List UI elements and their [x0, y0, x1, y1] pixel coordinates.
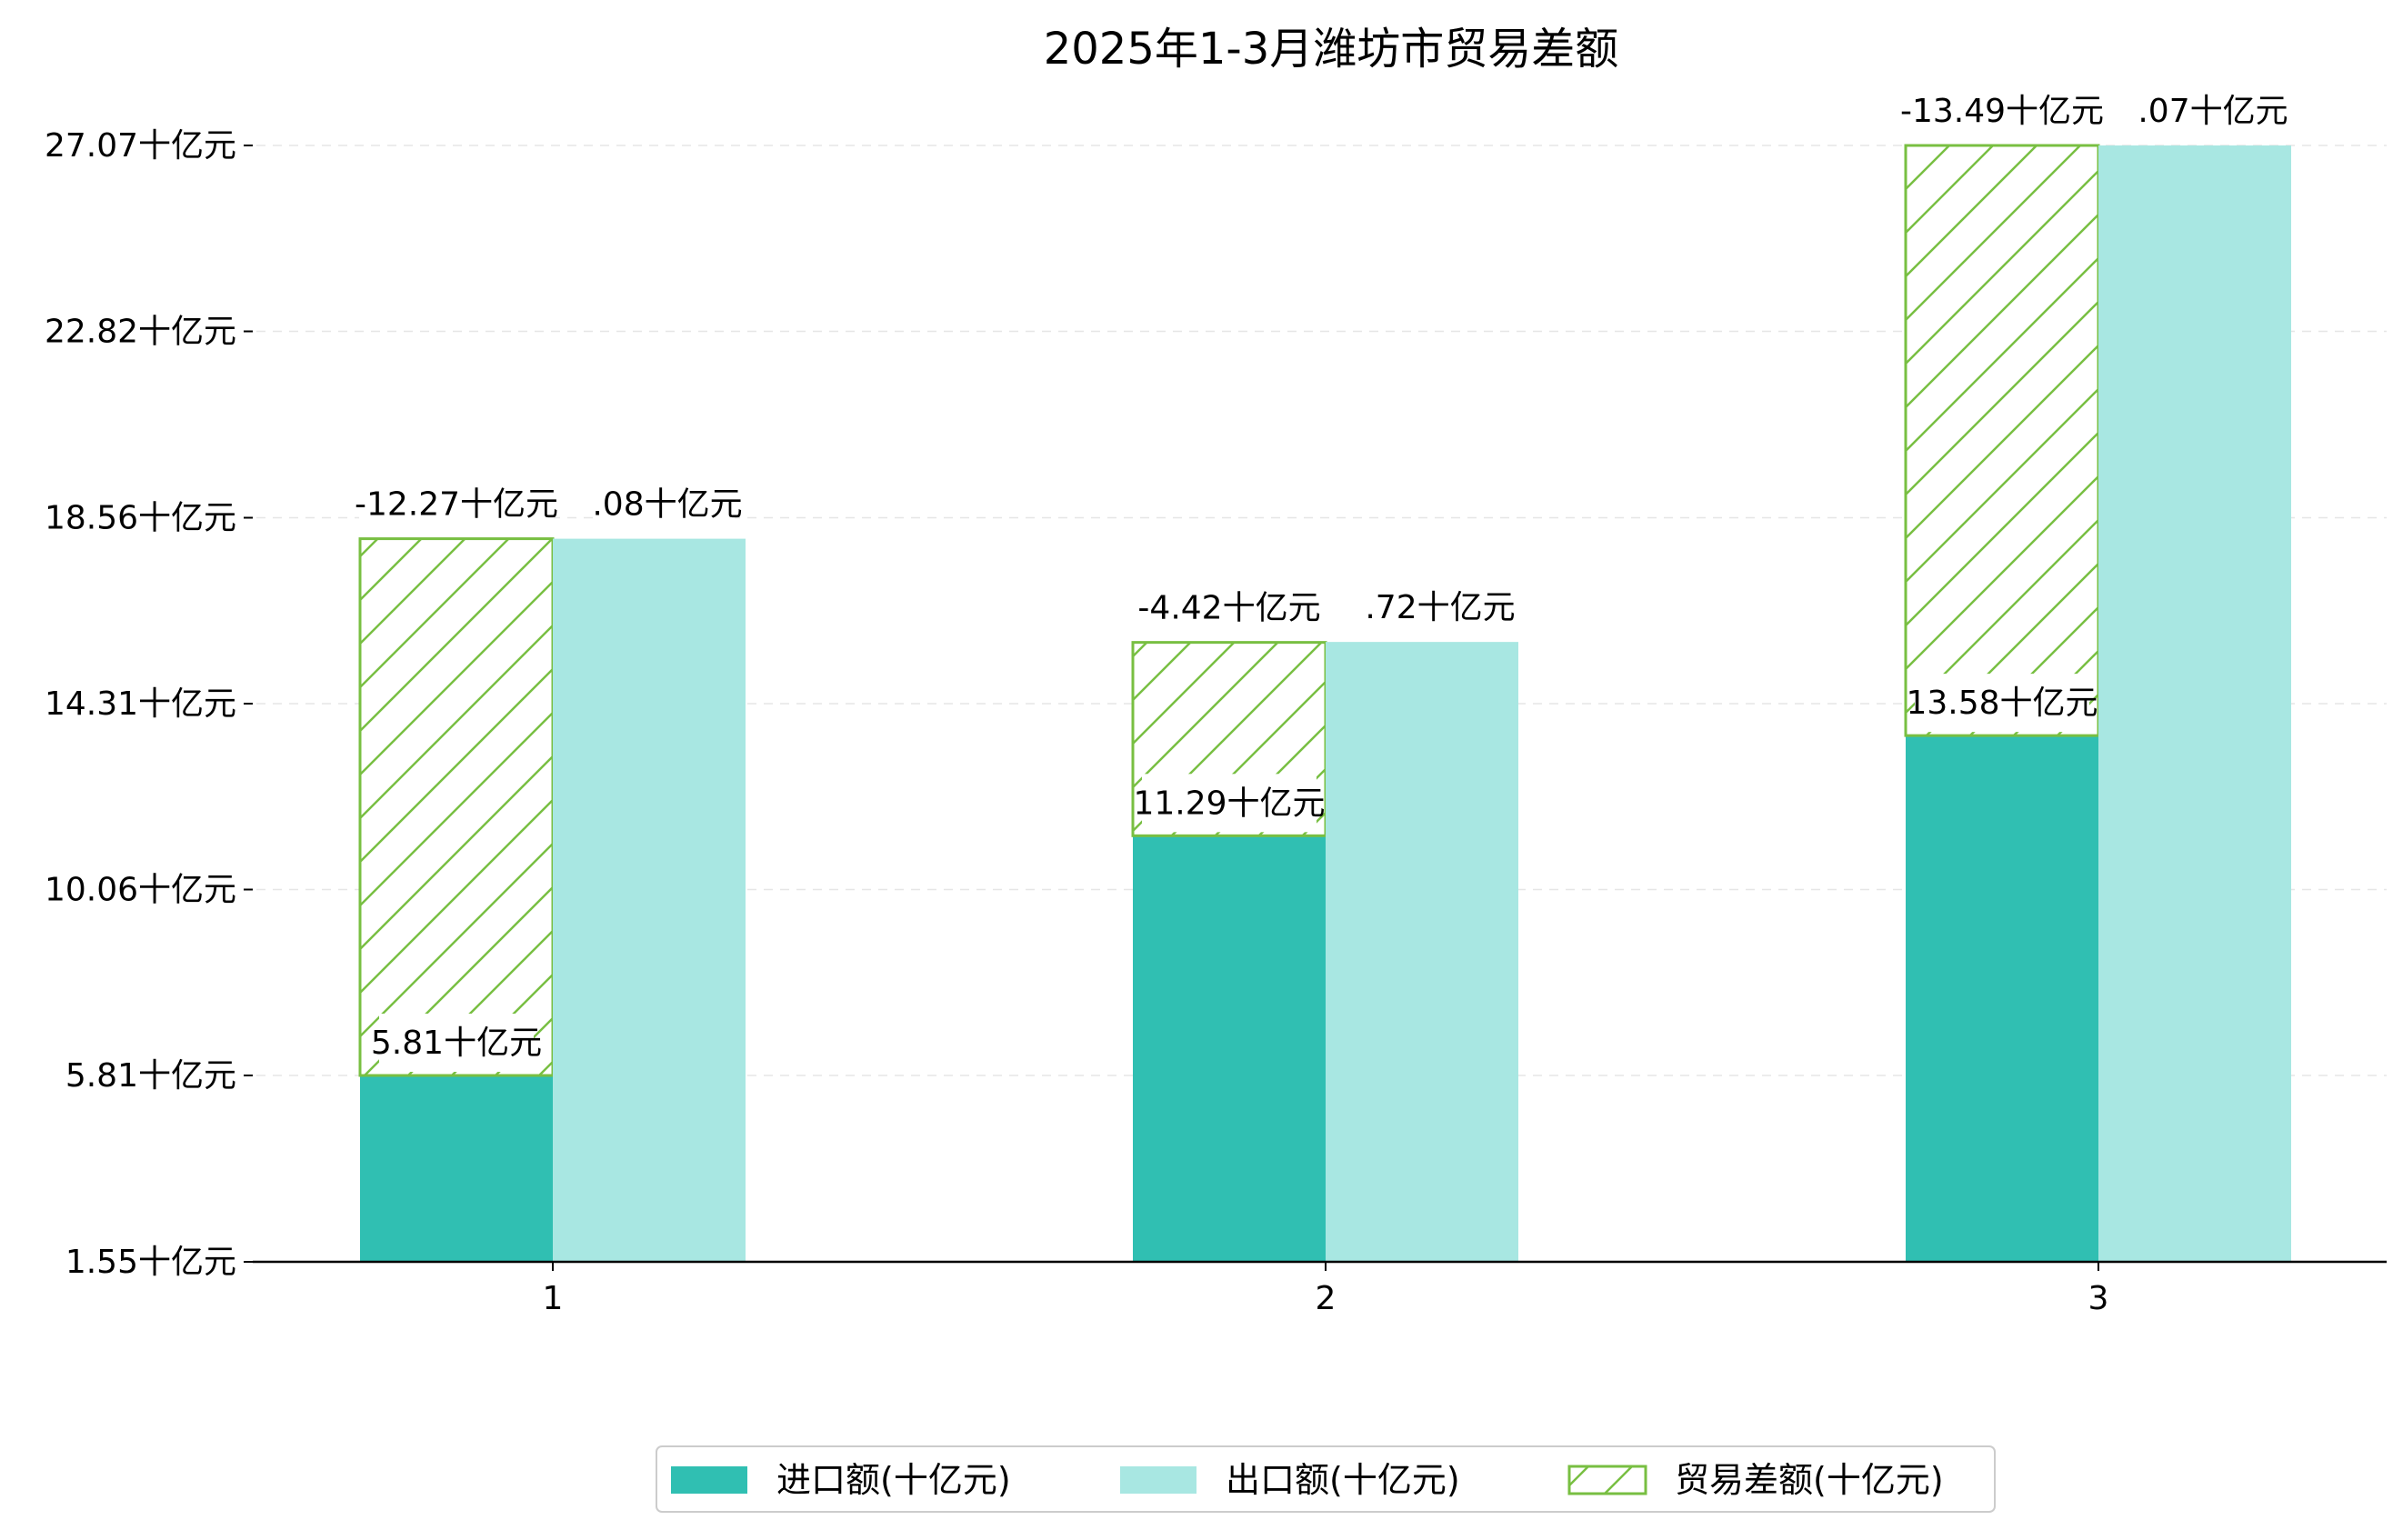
x-tick-label: 2: [1316, 1280, 1337, 1317]
y-tick-label: 14.31十亿元: [45, 685, 236, 723]
x-tick-label: 1: [543, 1280, 564, 1317]
export-value-label: .07十亿元: [2138, 93, 2288, 130]
import-value-label: 5.81十亿元: [371, 1025, 542, 1062]
y-tick-label: 18.56十亿元: [45, 499, 236, 536]
trade-balance-bar: [358, 537, 555, 1077]
export-value-label-bg: [1373, 578, 1507, 637]
legend-label-import: 进口额(十亿元): [776, 1460, 1011, 1500]
import-value-label-bg: [1142, 774, 1317, 833]
import-value-label: 11.29十亿元: [1133, 785, 1325, 822]
trade-balance-value-label: -13.49十亿元: [1900, 93, 2104, 130]
import-bar: [1906, 735, 2098, 1262]
axis-layer: 1.55十亿元5.81十亿元10.06十亿元14.31十亿元18.56十亿元22…: [45, 127, 2387, 1317]
y-tick-label: 10.06十亿元: [45, 872, 236, 909]
legend-swatch-import: [671, 1466, 747, 1494]
legend: 进口额(十亿元) 出口额(十亿元) 贸易差额(十亿元): [656, 1445, 1996, 1513]
import-value-label-bg: [1915, 674, 2089, 733]
export-bar: [553, 538, 746, 1262]
trade-balance-bar: [1904, 144, 2100, 737]
export-bar: [2098, 145, 2291, 1262]
legend-swatch-export: [1120, 1466, 1196, 1494]
x-tick-label: 3: [2088, 1280, 2109, 1317]
import-value-label-bg: [379, 1014, 534, 1073]
bars-layer: [358, 144, 2291, 1262]
export-value-label: .08十亿元: [592, 486, 742, 524]
trade-balance-value-label-group: -13.49十亿元: [1900, 82, 2104, 140]
legend-label-trade-balance: 贸易差额(十亿元): [1675, 1460, 1944, 1500]
import-bar: [360, 1075, 553, 1262]
trade-balance-value-label-bg: [359, 475, 554, 534]
trade-balance-value-label-bg: [1905, 82, 2099, 140]
trade-balance-value-label-group: -4.42十亿元: [1137, 578, 1321, 637]
y-tick-label: 1.55十亿元: [65, 1244, 236, 1281]
chart-title: 2025年1-3月潍坊市贸易差额: [1044, 24, 1619, 75]
trade-balance-value-label-group: -12.27十亿元: [355, 475, 558, 534]
import-value-label: 13.58十亿元: [1906, 685, 2098, 722]
export-value-label-group: .07十亿元: [2138, 82, 2288, 140]
export-value-label-group: .72十亿元: [1365, 578, 1516, 637]
import-value-label-group: 13.58十亿元: [1906, 674, 2098, 733]
export-value-label-bg: [600, 475, 735, 534]
y-tick-label: 5.81十亿元: [65, 1057, 236, 1095]
import-value-label-group: 5.81十亿元: [371, 1014, 542, 1073]
export-value-label: .72十亿元: [1365, 589, 1515, 626]
legend-swatch-trade-balance: [1567, 1465, 1647, 1495]
export-bar: [1326, 642, 1518, 1262]
trade-balance-value-label: -12.27十亿元: [355, 486, 558, 524]
trade-balance-value-label-bg: [1142, 578, 1317, 637]
legend-frame: [656, 1445, 1996, 1513]
y-tick-label: 22.82十亿元: [45, 314, 236, 351]
import-value-label-group: 11.29十亿元: [1133, 774, 1326, 833]
y-tick-label: 27.07十亿元: [45, 127, 236, 165]
labels-layer: 5.81十亿元 -12.27十亿元 .08十亿元 11.29十亿元 -4.42十亿元 .7…: [355, 82, 2288, 1073]
import-bar: [1133, 835, 1326, 1262]
export-value-label-bg: [2146, 82, 2280, 140]
trade-balance-value-label: -4.42十亿元: [1137, 590, 1320, 627]
export-value-label-group: .08十亿元: [592, 475, 743, 534]
legend-label-export: 出口额(十亿元): [1226, 1460, 1460, 1500]
